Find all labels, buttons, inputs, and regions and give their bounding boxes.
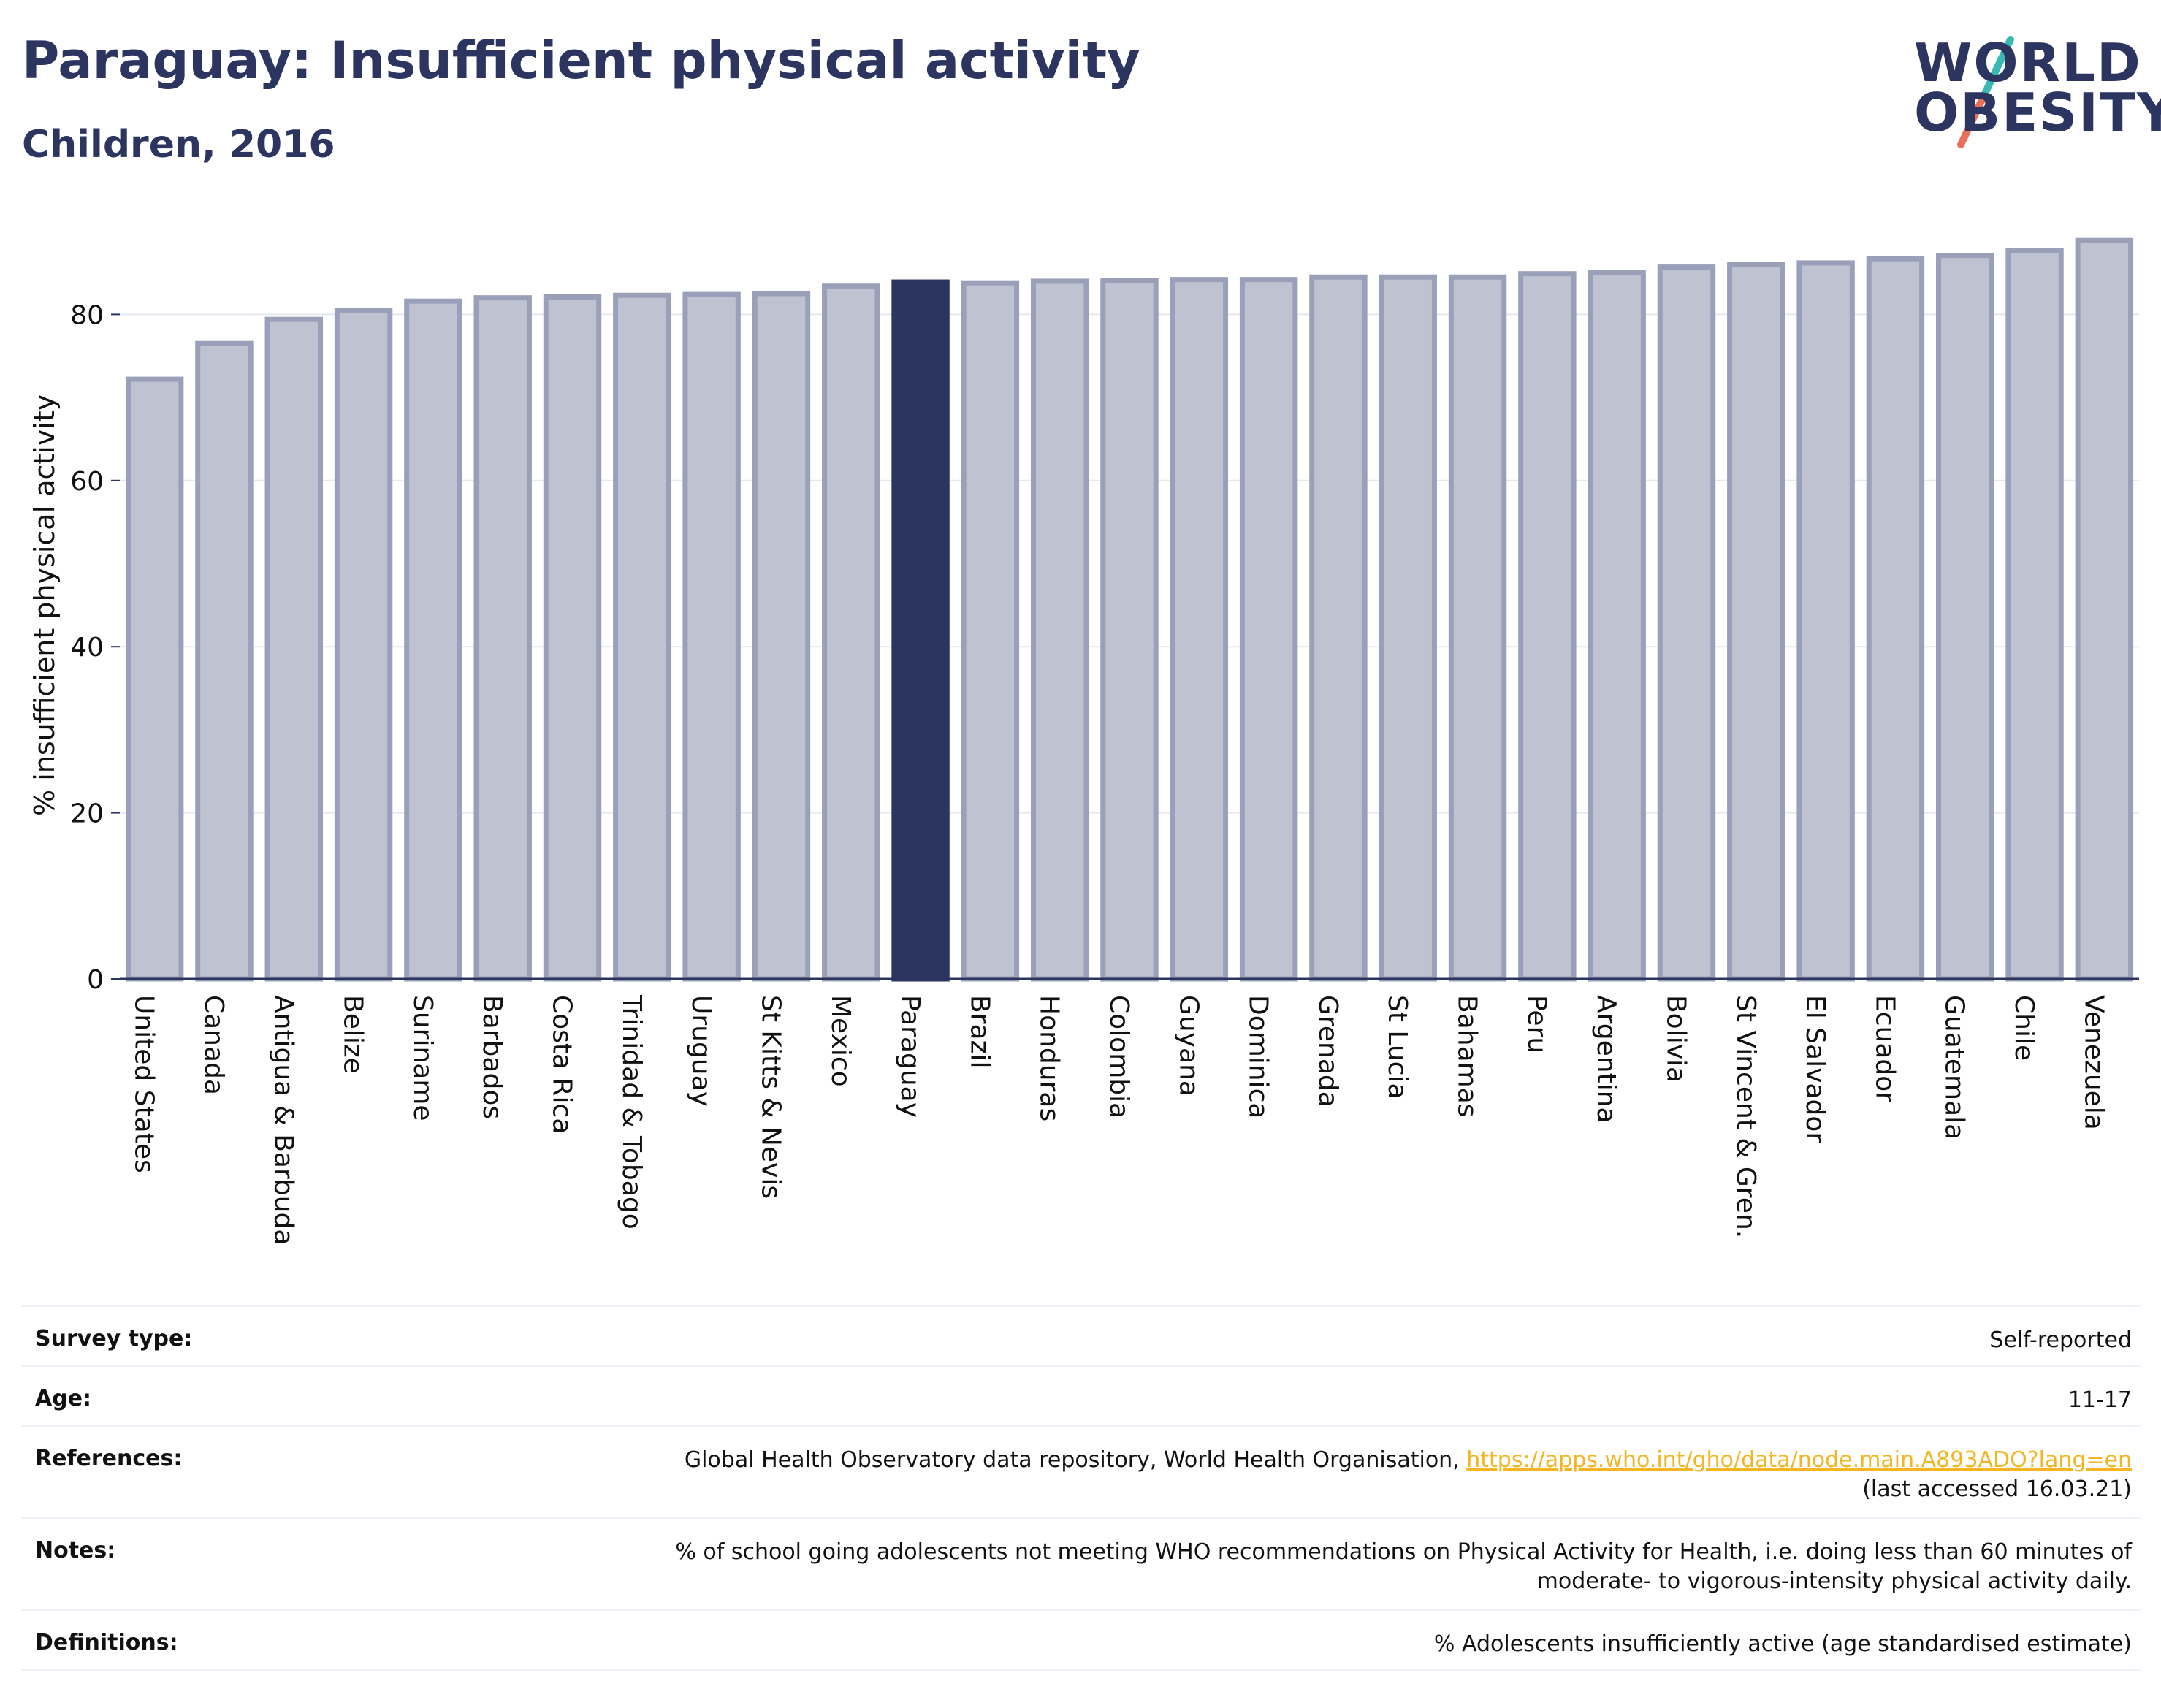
axes: 0 20 40 60 80 United States Canada Antigua & Ba… (70, 300, 2139, 1245)
x-tick-label: Belize (338, 995, 368, 1074)
chart-title: Paraguay: Insufficient physical activity (22, 31, 1140, 91)
bar (543, 294, 602, 982)
x-tick-label: Honduras (1034, 995, 1064, 1121)
x-tick-label: St Lucia (1382, 995, 1412, 1099)
logo-word-obesity: OBESITY (1914, 82, 2161, 143)
survey-type-value: Self-reported (1989, 1327, 2132, 1353)
bar (1727, 262, 1785, 982)
references-row: References: Global Health Observatory da… (22, 1425, 2141, 1517)
x-tick-label: Brazil (964, 995, 994, 1068)
x-tick-label: Suriname (408, 995, 438, 1121)
bar (404, 298, 462, 982)
bar-chart: 0 20 40 60 80 United States Canada Antigua & Ba… (28, 237, 2139, 1245)
bar (2075, 237, 2134, 982)
y-tick-label: 80 (70, 300, 104, 330)
references-text: Global Health Observatory data repositor… (684, 1447, 1467, 1473)
bar (613, 292, 671, 982)
x-tick-label: Barbados (477, 995, 507, 1119)
x-tick-label: Guatemala (1940, 995, 1970, 1140)
logo-slash-icon (1957, 36, 2014, 148)
references-accessed: (last accessed 16.03.21) (1862, 1476, 2132, 1502)
x-tick-label: Canada (199, 995, 229, 1095)
definitions-value: % Adolescents insufficiently active (age… (1433, 1631, 2132, 1657)
bar (752, 291, 811, 982)
bar-highlighted (891, 279, 950, 982)
bars (125, 237, 2134, 982)
bar (2005, 248, 2064, 982)
definitions-row: Definitions: % Adolescents insufficientl… (22, 1609, 2141, 1671)
x-tick-label: Grenada (1313, 995, 1343, 1107)
references-value: Global Health Observatory data repositor… (685, 1446, 2132, 1504)
references-label: References: (35, 1446, 183, 1471)
x-tick-label: Peru (1522, 995, 1552, 1053)
bar (1170, 277, 1229, 982)
world-obesity-logo: WORLD OBESITY (1899, 22, 2161, 153)
x-tick-label: Trinidad & Tobago (617, 994, 647, 1229)
x-tick-label: Argentina (1591, 995, 1621, 1124)
definitions-label: Definitions: (35, 1630, 178, 1655)
age-label: Age: (35, 1386, 92, 1411)
y-axis-label: % insufficient physical activity (28, 394, 61, 816)
notes-line-1: % of school going adolescents not meetin… (675, 1539, 2132, 1565)
notes-label: Notes: (35, 1538, 116, 1563)
x-tick-label: El Salvador (1800, 995, 1830, 1143)
bar (1796, 260, 1855, 982)
x-tick-label: Guyana (1173, 995, 1203, 1097)
bar (1588, 270, 1646, 982)
y-tick-label: 60 (70, 467, 104, 497)
x-tick-label: Bolivia (1661, 995, 1691, 1083)
bar (1100, 278, 1159, 982)
notes-row: Notes: % of school going adolescents not… (22, 1517, 2141, 1609)
x-tick-label: Paraguay (895, 995, 925, 1118)
bar (1030, 278, 1089, 982)
survey-type-row: Survey type: Self-reported (22, 1305, 2141, 1365)
x-tick-label: Costa Rica (547, 995, 577, 1134)
bar (822, 283, 880, 982)
age-row: Age: 11-17 (22, 1365, 2141, 1425)
bar (125, 376, 184, 982)
bar (195, 340, 254, 982)
bar (334, 308, 393, 982)
bar (264, 316, 323, 982)
notes-value: % of school going adolescents not meetin… (675, 1538, 2132, 1596)
y-tick-label: 20 (70, 799, 104, 829)
x-tick-label: Ecuador (1870, 995, 1899, 1102)
y-tick-label: 40 (70, 633, 104, 663)
bar (1518, 271, 1577, 982)
x-tick-label: Chile (2009, 995, 2039, 1061)
bar (1866, 256, 1925, 982)
x-tick-label: Venezuela (2078, 995, 2108, 1130)
x-tick-label: St Vincent & Gren. (1731, 995, 1761, 1238)
bar (1448, 274, 1507, 982)
survey-type-label: Survey type: (35, 1326, 193, 1351)
x-tick-label: Antigua & Barbuda (268, 995, 298, 1245)
references-link[interactable]: https://apps.who.int/gho/data/node.main.… (1466, 1447, 2132, 1473)
bar (1309, 274, 1368, 982)
chart-subtitle: Children, 2016 (22, 123, 335, 167)
x-tick-label: Bahamas (1452, 995, 1482, 1118)
x-tick-label: Dominica (1243, 995, 1273, 1119)
x-tick-label: Mexico (826, 995, 855, 1087)
y-tick-label: 0 (87, 965, 104, 995)
bar (1239, 277, 1298, 982)
bar (682, 291, 741, 982)
info-table: Survey type: Self-reported Age: 11-17 Re… (22, 1305, 2141, 1671)
age-value: 11-17 (2067, 1387, 2132, 1413)
bar (473, 295, 532, 982)
x-tick-label: United States (129, 995, 159, 1173)
bar (1379, 274, 1437, 982)
logo-word-world: WORLD (1914, 32, 2142, 94)
x-tick-label: Uruguay (686, 995, 716, 1107)
x-tick-label: Colombia (1104, 995, 1134, 1118)
bar (1657, 264, 1716, 982)
bar (1936, 253, 1994, 982)
x-tick-label: St Kitts & Nevis (755, 995, 785, 1199)
bar (961, 280, 1020, 982)
notes-line-2: moderate- to vigorous-intensity physical… (1536, 1568, 2132, 1594)
